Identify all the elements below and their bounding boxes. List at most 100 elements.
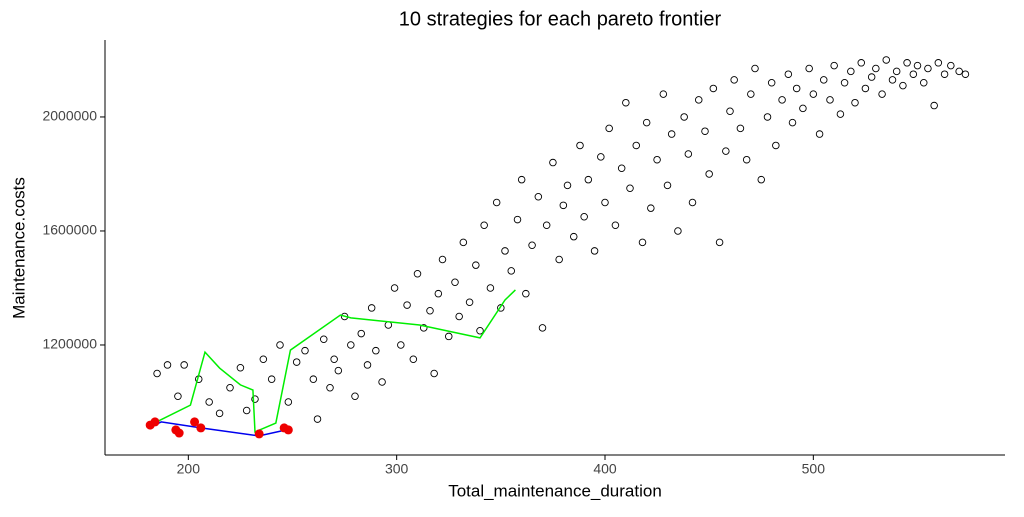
point [647,204,655,212]
point [674,227,682,235]
point [309,375,318,383]
point [899,81,907,90]
frontier-point [283,425,293,435]
point [709,84,718,93]
point [284,398,293,406]
point [226,383,234,392]
point [163,361,172,369]
point [472,261,480,269]
y-axis-title: Maintenance.costs [9,177,28,319]
frontier-point [196,423,206,433]
point [805,64,813,73]
point [538,324,547,332]
point [820,76,828,84]
point [638,238,647,247]
point [867,73,876,81]
x-axis-title: Total_maintenance_duration [448,481,662,500]
point [861,84,870,93]
point [267,375,276,383]
point [397,341,405,349]
point [736,124,745,133]
point [434,289,443,298]
point [534,193,543,201]
point [605,124,613,133]
point [242,406,251,415]
frontier-point [174,428,184,438]
frontier-point [190,417,200,427]
point [372,346,380,355]
point [617,164,626,173]
y-tick-label: 1600000 [42,222,97,238]
point [955,67,963,76]
point [522,289,530,298]
point [430,369,438,378]
point [715,238,724,247]
point [667,130,676,138]
point [351,392,359,401]
point [903,59,911,67]
point [809,90,818,98]
point [492,198,501,207]
point [486,284,495,292]
point [622,98,630,107]
point [320,335,328,344]
frontier-point [254,429,264,439]
point [940,70,949,78]
point [742,155,751,164]
point [501,247,509,255]
point [799,104,807,113]
point [480,221,488,230]
point [767,79,776,87]
point [420,324,428,332]
point [695,96,703,104]
point [653,155,661,164]
point [438,255,447,264]
point [559,201,568,210]
point [292,358,301,366]
point [961,70,970,78]
y-tick-label: 2000000 [42,108,97,124]
frontier-line [149,289,516,434]
point [334,366,343,375]
point [784,70,793,78]
point [892,67,901,76]
chart-title: 10 strategies for each pareto frontier [399,8,722,30]
x-tick-label: 200 [177,461,201,477]
point [934,59,943,67]
point [455,312,463,321]
x-tick-label: 300 [385,461,409,477]
point [367,304,376,312]
point [663,181,672,190]
point [528,241,536,249]
point [815,130,824,138]
point [542,221,551,230]
point [205,398,213,406]
point [611,221,620,230]
point [826,96,834,104]
point [570,232,578,241]
point [517,175,526,184]
point [426,307,434,315]
point [757,175,766,184]
point [513,215,522,224]
point [409,355,418,363]
point [180,361,188,369]
point [413,269,422,278]
point [920,79,928,87]
point [632,141,641,150]
point [882,56,891,64]
point [465,298,474,306]
point [947,61,955,70]
frontier-point [150,417,160,427]
point [830,61,838,70]
x-tick-label: 400 [593,461,617,477]
point [549,158,557,167]
point [688,198,697,207]
point [326,383,334,392]
point [763,113,772,121]
point [174,392,182,401]
point [680,113,688,121]
point [313,415,322,423]
point [390,284,399,292]
point [584,175,593,184]
